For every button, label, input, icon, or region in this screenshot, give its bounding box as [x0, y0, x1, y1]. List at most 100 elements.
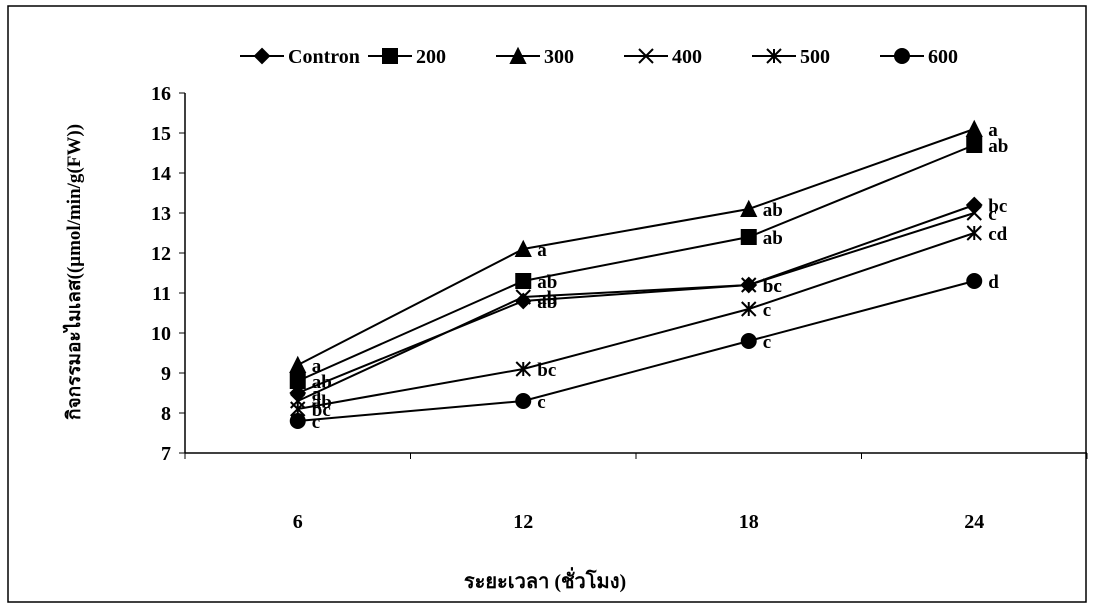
point — [289, 355, 307, 373]
legend-label: 500 — [800, 46, 830, 68]
significance-letter: ab — [763, 228, 783, 249]
legend-marker — [253, 47, 271, 65]
significance-letter: c — [763, 332, 771, 353]
significance-letter: a — [537, 240, 547, 261]
legend-label: 600 — [928, 46, 958, 68]
y-tick-label: 15 — [151, 123, 171, 145]
point — [289, 413, 306, 429]
marker-shape — [740, 333, 757, 349]
series-line — [297, 232, 975, 410]
series-line — [297, 128, 975, 366]
y-axis-label: กิจกรรมอะไมเลส((µmol/min/g(FW)) — [62, 124, 85, 420]
x-tick-label: 6 — [293, 511, 303, 533]
y-tick-label: 14 — [151, 163, 171, 185]
chart-frame — [7, 5, 1087, 603]
point — [740, 199, 758, 217]
x-tick-label: 18 — [739, 511, 759, 533]
legend-marker — [382, 48, 398, 64]
marker-shape — [515, 393, 532, 409]
significance-letter: bc — [763, 276, 782, 297]
marker-shape — [289, 355, 307, 373]
legend-label: 400 — [672, 46, 702, 68]
significance-letter: bc — [537, 360, 556, 381]
y-tick-label: 8 — [161, 403, 171, 425]
point — [740, 229, 757, 245]
y-tick-label: 12 — [151, 243, 171, 265]
significance-letter: ab — [312, 392, 332, 413]
significance-letter: a — [312, 384, 322, 405]
y-tick-label: 11 — [152, 283, 171, 305]
legend-label: Contron — [288, 46, 360, 68]
x-tick-label: 24 — [964, 511, 984, 533]
marker-shape — [766, 48, 782, 64]
marker-shape — [515, 273, 532, 289]
significance-letter: ab — [763, 200, 783, 221]
legend-marker — [638, 48, 654, 64]
marker-shape — [894, 48, 910, 64]
significance-letter: cd — [988, 224, 1007, 245]
point — [966, 205, 982, 221]
marker-shape — [965, 196, 983, 214]
significance-letter: bc — [988, 196, 1007, 217]
marker-shape — [966, 205, 982, 221]
x-axis-label: ระยะเวลา (ชั่วโมง) — [464, 566, 626, 593]
marker-shape — [289, 373, 306, 389]
marker-shape — [741, 301, 757, 317]
significance-letter: c — [312, 412, 320, 433]
point — [289, 373, 306, 389]
significance-letter: bc — [763, 276, 782, 297]
point — [741, 301, 757, 317]
series-line — [297, 204, 975, 394]
legend-marker — [509, 46, 527, 64]
point — [514, 239, 532, 257]
significance-letter: c — [988, 204, 996, 225]
series-line — [297, 212, 975, 402]
marker-shape — [966, 273, 983, 289]
marker-shape — [515, 289, 531, 305]
significance-letter: bc — [312, 400, 331, 421]
marker-shape — [740, 229, 757, 245]
significance-letter: a — [988, 120, 998, 141]
y-tick-label: 7 — [161, 443, 171, 465]
significance-letter: ab — [988, 136, 1008, 157]
point — [515, 273, 532, 289]
series-line — [297, 144, 975, 382]
y-tick-label: 16 — [151, 83, 171, 105]
marker-shape — [966, 225, 982, 241]
point — [965, 119, 983, 137]
y-tick-label: 9 — [161, 363, 171, 385]
marker-shape — [515, 361, 531, 377]
marker-shape — [253, 47, 271, 65]
point — [966, 225, 982, 241]
marker-shape — [741, 277, 757, 293]
significance-letter: c — [763, 300, 771, 321]
marker-shape — [509, 46, 527, 64]
significance-letter: c — [537, 392, 545, 413]
legend-marker — [766, 48, 782, 64]
legend-marker — [894, 48, 910, 64]
significance-letter: a — [312, 356, 322, 377]
point — [966, 273, 983, 289]
point — [515, 361, 531, 377]
point — [966, 137, 983, 153]
legend-label: 200 — [416, 46, 446, 68]
marker-shape — [740, 199, 758, 217]
series-line — [297, 280, 975, 422]
significance-letter: ab — [537, 272, 557, 293]
point — [515, 393, 532, 409]
point — [515, 289, 531, 305]
legend-label: 300 — [544, 46, 574, 68]
point — [965, 196, 983, 214]
y-tick-label: 10 — [151, 323, 171, 345]
marker-shape — [966, 137, 983, 153]
marker-shape — [514, 239, 532, 257]
significance-letter: ab — [537, 288, 557, 309]
x-tick-label: 12 — [513, 511, 533, 533]
marker-shape — [965, 119, 983, 137]
marker-shape — [638, 48, 654, 64]
marker-shape — [382, 48, 398, 64]
marker-shape — [289, 413, 306, 429]
significance-letter: d — [988, 272, 999, 293]
y-tick-label: 13 — [151, 203, 171, 225]
